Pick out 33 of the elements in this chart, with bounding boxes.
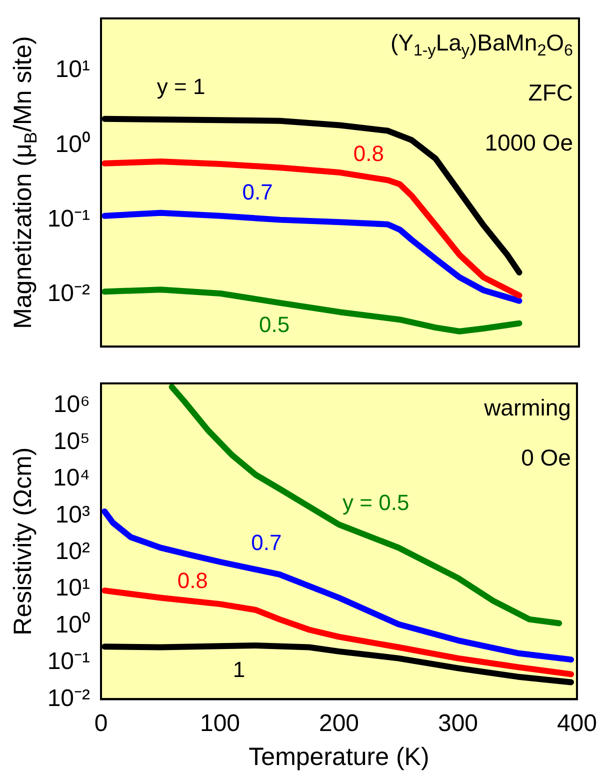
- y-tick-label: 10³: [55, 501, 90, 528]
- y-tick-label: 10⁰: [55, 130, 90, 158]
- y-tick-label: 10⁻¹: [47, 648, 90, 676]
- y-tick-label: 10⁻¹: [47, 205, 90, 232]
- annotation: 1000 Oe: [484, 130, 574, 156]
- annotation: ZFC: [528, 80, 574, 106]
- y-tick-label: 10⁻²: [47, 684, 90, 712]
- y-tick-label: 10¹: [55, 574, 90, 602]
- x-tick-label: 200: [318, 710, 360, 738]
- x-tick-label: 400: [556, 710, 597, 738]
- series-label: 0.7: [242, 179, 273, 204]
- y-tick-label: 10⁵: [53, 428, 90, 455]
- y-tick-label: 10⁶: [53, 391, 90, 418]
- x-tick-label: 0: [94, 710, 108, 738]
- y-tick-label: 10²: [55, 538, 90, 565]
- series-label: 0.7: [251, 530, 282, 555]
- series-label: y = 1: [156, 74, 206, 99]
- series-label: 0.5: [258, 312, 290, 338]
- series-label: 0.8: [353, 141, 384, 166]
- series-label: 0.8: [177, 568, 208, 594]
- x-tick-label: 100: [200, 710, 240, 738]
- y-axis-title: Resistivity (Ωcm): [8, 447, 37, 636]
- series-label: y = 0.5: [342, 490, 410, 515]
- y-tick-label: 10⁰: [55, 611, 90, 638]
- x-tick-label: 300: [438, 710, 478, 738]
- y-tick-label: 10¹: [55, 56, 90, 84]
- y-tick-label: 10⁻²: [47, 280, 90, 308]
- series-label: 1: [232, 656, 246, 682]
- y-tick-label: 10⁴: [52, 464, 90, 492]
- y-axis-title: Magnetization (μB/Mn site): [8, 36, 40, 329]
- annotation: 0 Oe: [521, 444, 571, 471]
- annotation: warming: [483, 394, 571, 421]
- x-axis-title: Temperature (K): [248, 742, 430, 771]
